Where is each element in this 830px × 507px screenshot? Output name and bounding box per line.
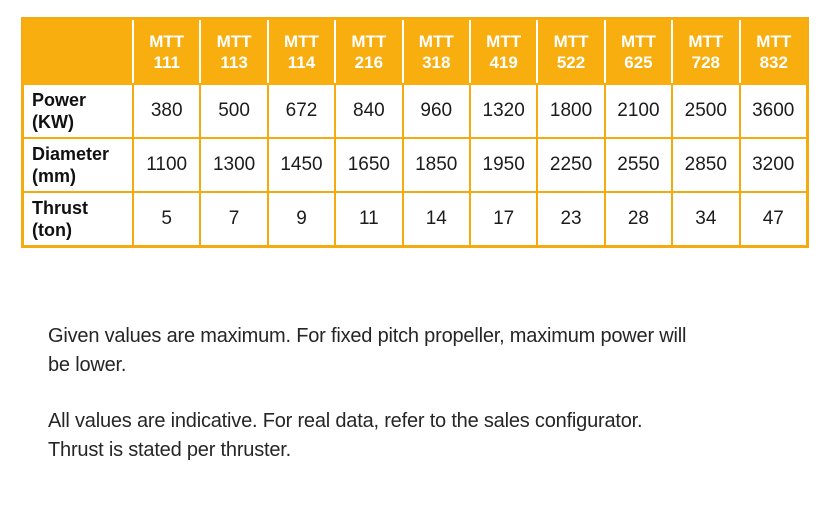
value-cell: 1950 [468, 137, 539, 193]
value-cell: 5 [131, 191, 202, 247]
value-cell: 34 [671, 191, 741, 247]
value-cell: 380 [131, 83, 202, 139]
header-cell-mtt-419: MTT 419 [468, 18, 538, 85]
note-line: be lower. [48, 354, 127, 376]
value-cell: 23 [536, 191, 606, 247]
header-cell-mtt-113: MTT 113 [199, 18, 268, 85]
value-cell: 2550 [603, 137, 674, 193]
value-cell: 500 [199, 83, 269, 139]
header-cell-mtt-728: MTT 728 [671, 18, 740, 85]
row-label-diameter: Diameter (mm) [22, 137, 134, 193]
header-row: MTT 111 MTT 113 MTT 114 MTT 216 MTT 318 MTT 41… [22, 18, 807, 85]
header-cell-mtt-216: MTT 216 [334, 18, 403, 85]
thruster-spec-table: MTT 111 MTT 113 MTT 114 MTT 216 MTT 318 MTT 41… [21, 17, 809, 248]
thruster-spec-table-wrap: MTT 111 MTT 113 MTT 114 MTT 216 MTT 318 MTT 41… [21, 17, 809, 248]
value-cell: 28 [603, 191, 674, 247]
value-cell: 1300 [199, 137, 269, 193]
header-cell-mtt-625: MTT 625 [603, 18, 673, 85]
value-cell: 1320 [468, 83, 539, 139]
table-row-thrust: Thrust (ton) 5 7 9 11 14 17 23 28 34 47 [22, 191, 809, 247]
value-cell: 9 [266, 191, 337, 247]
value-cell: 2500 [671, 83, 741, 139]
header-cell-mtt-522: MTT 522 [536, 18, 605, 85]
header-cell-mtt-111: MTT 111 [131, 18, 201, 85]
header-cell-mtt-114: MTT 114 [266, 18, 336, 85]
table-row-diameter: Diameter (mm) 1100 1300 1450 1650 1850 19… [22, 137, 809, 193]
row-label-thrust: Thrust (ton) [22, 191, 134, 247]
value-cell: 1100 [131, 137, 202, 193]
note-line: All values are indicative. For real data… [48, 410, 643, 432]
value-cell: 3600 [738, 83, 809, 139]
value-cell: 2250 [536, 137, 606, 193]
value-cell: 17 [468, 191, 539, 247]
note-indicative-values: All values are indicative. For real data… [48, 407, 643, 465]
value-cell: 11 [334, 191, 404, 247]
value-cell: 840 [334, 83, 404, 139]
note-line: Given values are maximum. For fixed pitc… [48, 325, 687, 347]
table-row-power: Power (KW) 380 500 672 840 960 1320 1800 … [22, 83, 809, 139]
value-cell: 47 [738, 191, 809, 247]
header-cell-mtt-832: MTT 832 [738, 18, 807, 85]
value-cell: 14 [401, 191, 471, 247]
corner-cell [22, 18, 133, 85]
note-max-values: Given values are maximum. For fixed pitc… [48, 322, 686, 380]
value-cell: 7 [199, 191, 269, 247]
value-cell: 2850 [671, 137, 741, 193]
value-cell: 1800 [536, 83, 606, 139]
header-cell-mtt-318: MTT 318 [401, 18, 470, 85]
value-cell: 1450 [266, 137, 337, 193]
note-line: Thrust is stated per thruster. [48, 439, 291, 461]
value-cell: 1650 [334, 137, 404, 193]
value-cell: 1850 [401, 137, 471, 193]
value-cell: 960 [401, 83, 471, 139]
value-cell: 3200 [738, 137, 809, 193]
row-label-power: Power (KW) [22, 83, 134, 139]
value-cell: 672 [266, 83, 337, 139]
value-cell: 2100 [603, 83, 674, 139]
